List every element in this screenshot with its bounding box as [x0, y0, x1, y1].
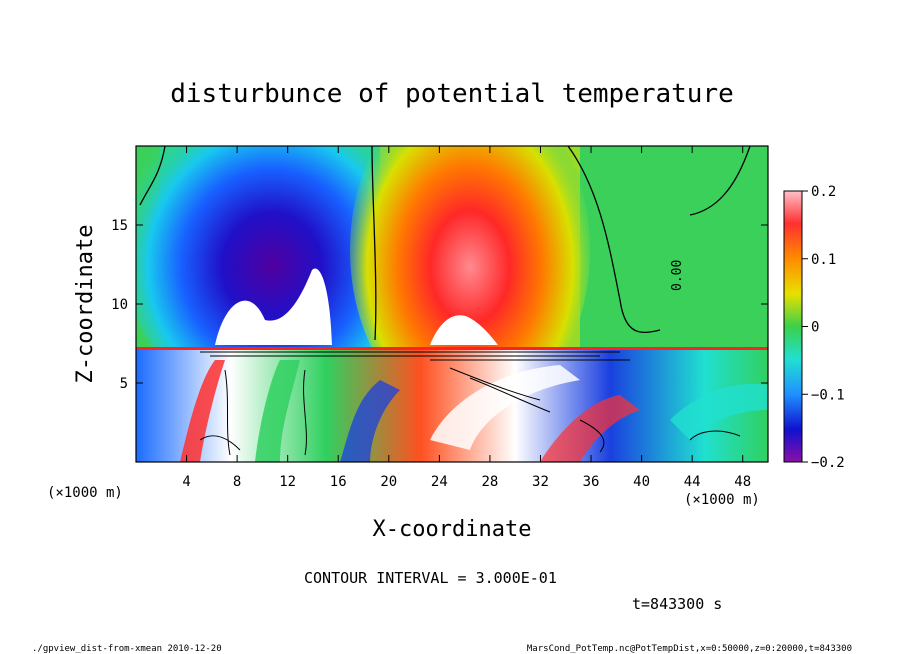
- contour-interval: CONTOUR INTERVAL = 3.000E-01: [304, 569, 557, 587]
- contour-zero-left: [139, 146, 166, 206]
- lower-band-cyan: [670, 383, 768, 440]
- x-tick-label: 48: [734, 474, 751, 490]
- y-tick-label: 5: [120, 376, 128, 392]
- x-tick-label: 28: [481, 474, 498, 490]
- x-tick-label: 12: [279, 474, 296, 490]
- plot-area: [136, 146, 768, 462]
- lower-band-red-right: [540, 395, 640, 462]
- x-axis-unit: (×1000 m): [684, 492, 760, 508]
- colorbar-tick-label: 0.2: [811, 184, 836, 200]
- y-axis: 5 10 15: [111, 218, 768, 392]
- x-tick-label: 36: [583, 474, 600, 490]
- x-tick-label: 24: [431, 474, 448, 490]
- contour-lines-lower: [199, 351, 741, 456]
- x-tick-label: 20: [380, 474, 397, 490]
- colorbar-tick-label: −0.2: [811, 455, 845, 471]
- cold-anomaly: [136, 146, 422, 410]
- inversion-line: [136, 347, 768, 350]
- y-axis-title: Z-coordinate: [73, 225, 98, 384]
- cold-core-white: [215, 268, 332, 345]
- lower-band-white: [430, 365, 580, 450]
- x-axis-title: X-coordinate: [373, 517, 532, 542]
- colorbar-fill: [784, 191, 802, 462]
- colorbar: 0.2 0.1 0 −0.1 −0.2: [783, 184, 845, 471]
- contour-zero-center: [371, 146, 377, 341]
- x-tick-label: 32: [532, 474, 549, 490]
- contour-zero-right-b: [689, 146, 751, 216]
- x-tick-label: 44: [684, 474, 701, 490]
- y-axis-unit: (×1000 m): [47, 485, 123, 501]
- colorbar-tick-label: 0: [811, 320, 819, 336]
- lower-band-green: [255, 360, 300, 462]
- contour-zero-right-a: [567, 146, 661, 333]
- colorbar-tick-label: −0.1: [811, 387, 845, 403]
- lower-band-red: [180, 360, 225, 462]
- contour-label: 0.00: [670, 260, 685, 291]
- x-axis: 4 8 12 16 20 24 28 32 36 40 44 48: [182, 146, 751, 490]
- warm-core-white: [430, 315, 498, 345]
- colorbar-tick-label: 0.1: [811, 252, 836, 268]
- y-tick-label: 15: [111, 218, 128, 234]
- colorbar-ticks: 0.2 0.1 0 −0.1 −0.2: [802, 184, 845, 471]
- footer-left: ./gpview_dist-from-xmean 2010-12-20: [32, 644, 222, 654]
- y-tick-label: 10: [111, 297, 128, 313]
- chart-title: disturbunce of potential temperature: [170, 79, 734, 109]
- time-label: t=843300 s: [632, 595, 722, 613]
- x-tick-label: 8: [233, 474, 241, 490]
- x-tick-label: 16: [330, 474, 347, 490]
- footer-right: MarsCond_PotTemp.nc@PotTempDist,x=0:5000…: [527, 644, 852, 654]
- x-tick-label: 40: [633, 474, 650, 490]
- x-tick-label: 4: [182, 474, 190, 490]
- lower-band-blue: [340, 380, 400, 462]
